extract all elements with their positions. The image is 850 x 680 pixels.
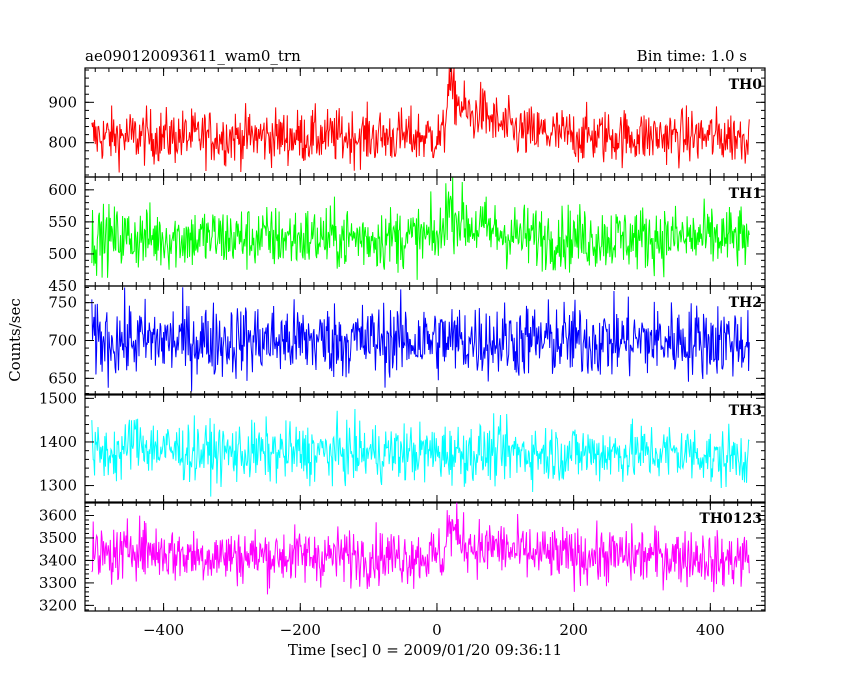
x-axis: −400 −200 0 200 400 (143, 621, 725, 639)
y-tick-label: 1300 (39, 477, 77, 495)
panel-frame (84, 393, 766, 504)
series-line-th0 (91, 68, 750, 173)
x-tick-label: −200 (280, 621, 321, 639)
y-tick-label: 450 (48, 277, 77, 295)
x-tick-label: 200 (559, 621, 588, 639)
series-line-th0123 (91, 502, 750, 595)
y-tick-label: 3300 (39, 574, 77, 592)
panel-th1: 450 500 550 600 TH1 (48, 176, 766, 295)
panel-th0123: 3200 3300 3400 3500 3600 TH0123 (39, 501, 766, 614)
y-tick-label: 900 (48, 93, 77, 111)
chart-panels: 800 900 TH0 450 500 550 600 TH1 650 700 750 TH2 1300… (39, 67, 766, 614)
bin-time-label: Bin time: 1.0 s (637, 47, 747, 65)
y-tick-label: 3600 (39, 506, 77, 524)
y-tick-label: 3500 (39, 529, 77, 547)
panel-label: TH2 (729, 295, 762, 311)
y-tick-label: 1400 (39, 433, 77, 451)
y-tick-label: 600 (48, 181, 77, 199)
series-line-th1 (91, 177, 750, 280)
series-line-th3 (91, 409, 750, 497)
panel-th3: 1300 1400 1500 TH3 (39, 389, 766, 504)
chart-title: ae090120093611_wam0_trn (85, 47, 301, 65)
panel-label: TH1 (729, 186, 762, 202)
panel-th0: 800 900 TH0 (48, 67, 766, 178)
y-tick-label: 3200 (39, 596, 77, 614)
panel-frame (84, 67, 766, 178)
y-tick-label: 650 (48, 369, 77, 387)
y-tick-label: 550 (48, 213, 77, 231)
panel-label: TH3 (729, 403, 762, 419)
x-tick-label: −400 (143, 621, 184, 639)
y-tick-label: 500 (48, 245, 77, 263)
y-tick-label: 800 (48, 134, 77, 152)
y-tick-label: 1500 (39, 389, 77, 407)
x-axis-label: Time [sec] 0 = 2009/01/20 09:36:11 (288, 641, 562, 659)
panel-label: TH0123 (699, 511, 762, 527)
y-tick-label: 3400 (39, 551, 77, 569)
y-tick-label: 700 (48, 332, 77, 350)
panel-label: TH0 (729, 77, 763, 93)
y-axis-label: Counts/sec (6, 298, 24, 382)
panel-th2: 650 700 750 TH2 (48, 285, 766, 396)
y-tick-label: 750 (48, 294, 77, 312)
panel-frame (84, 501, 766, 612)
series-line-th2 (91, 287, 750, 392)
x-tick-label: 0 (432, 621, 442, 639)
x-tick-label: 400 (696, 621, 725, 639)
